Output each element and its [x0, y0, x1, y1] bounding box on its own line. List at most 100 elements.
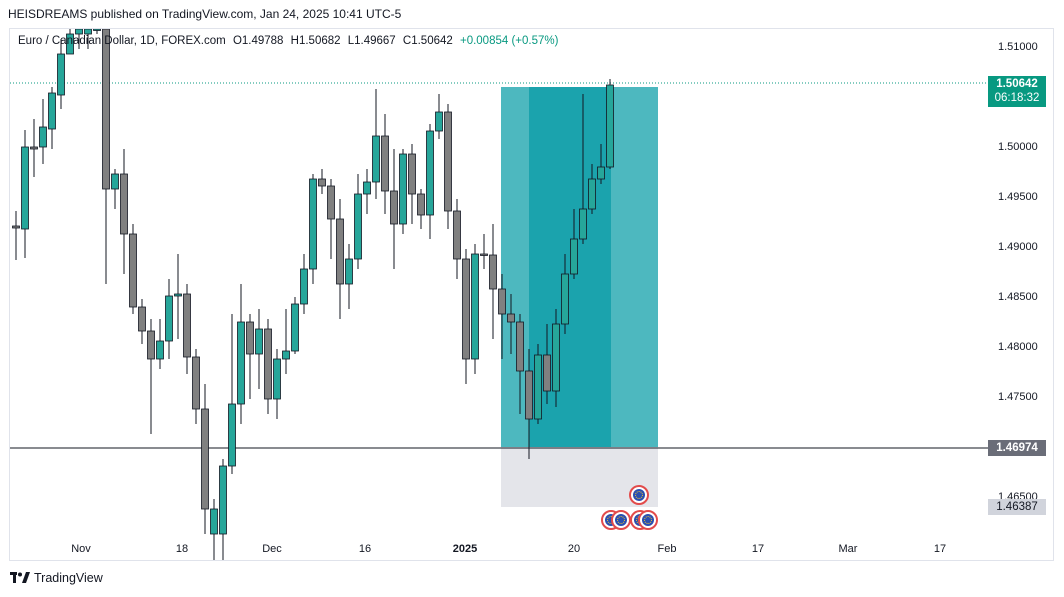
price-axis[interactable]: 1.51000 1.50000 1.49500 1.49000 1.48500 1.480…: [998, 41, 1038, 503]
bullish-candle[interactable]: [219, 459, 227, 560]
publisher-caption: HEISDREAMS published on TradingView.com,…: [8, 7, 402, 21]
economic-event-icon[interactable]: [638, 510, 658, 530]
bullish-candle[interactable]: [309, 174, 317, 284]
bullish-candle[interactable]: [57, 39, 65, 109]
bullish-candle[interactable]: [165, 279, 173, 359]
bullish-candle[interactable]: [372, 89, 380, 199]
price-tick-label: 1.48000: [998, 341, 1038, 353]
bearish-candle[interactable]: [453, 199, 461, 279]
current-price-tag: 1.50642 06:18:32: [988, 76, 1046, 107]
bar-countdown-label: 06:18:32: [994, 92, 1040, 104]
bullish-candle[interactable]: [255, 309, 263, 389]
bearish-candle[interactable]: [147, 319, 155, 434]
bullish-candle[interactable]: [471, 244, 479, 374]
bearish-candle[interactable]: [480, 234, 488, 269]
bearish-candle[interactable]: [516, 314, 524, 414]
bullish-candle[interactable]: [21, 130, 29, 258]
time-tick-label: Nov: [71, 543, 91, 555]
price-tick-label: 1.47500: [998, 391, 1038, 403]
bullish-candle[interactable]: [345, 244, 353, 309]
bearish-candle[interactable]: [336, 199, 344, 319]
bearish-candle[interactable]: [381, 114, 389, 214]
bullish-candle[interactable]: [75, 29, 83, 49]
bullish-candle[interactable]: [354, 174, 362, 269]
bullish-candle[interactable]: [363, 169, 371, 214]
bearish-candle[interactable]: [417, 189, 425, 229]
close-value: C1.50642: [402, 35, 453, 47]
bullish-candle[interactable]: [606, 79, 614, 169]
economic-events[interactable]: [601, 485, 658, 530]
time-tick-label: Feb: [658, 543, 677, 555]
chart-frame: [9, 28, 1054, 561]
bullish-candle[interactable]: [282, 309, 290, 374]
time-tick-label: Mar: [839, 543, 858, 555]
bullish-candle[interactable]: [291, 297, 299, 354]
bullish-candle[interactable]: [597, 144, 605, 184]
bullish-candle[interactable]: [399, 149, 407, 234]
bullish-candle[interactable]: [579, 94, 587, 244]
bearish-candle[interactable]: [183, 284, 191, 374]
bearish-candle[interactable]: [507, 294, 515, 354]
bearish-candle[interactable]: [525, 349, 533, 459]
economic-event-icon[interactable]: [611, 510, 631, 530]
stop-price-tag: 1.46387: [988, 499, 1046, 515]
bullish-candle[interactable]: [570, 209, 578, 279]
bearish-candle[interactable]: [318, 169, 326, 194]
bullish-candle[interactable]: [210, 499, 218, 560]
bearish-candle[interactable]: [264, 319, 272, 414]
bearish-candle[interactable]: [390, 149, 398, 269]
bullish-candle[interactable]: [66, 29, 74, 55]
position-tool[interactable]: [501, 87, 658, 507]
tradingview-footer[interactable]: TradingView: [10, 571, 103, 585]
change-value: +0.00854 (+0.57%): [459, 35, 559, 47]
bullish-candle[interactable]: [39, 99, 47, 164]
current-price-label: 1.50642: [996, 78, 1038, 90]
bullish-candle[interactable]: [588, 164, 596, 214]
bearish-candle[interactable]: [489, 224, 497, 339]
price-tick-label: 1.48500: [998, 291, 1038, 303]
bearish-candle[interactable]: [201, 384, 209, 534]
price-chart[interactable]: 1.51000 1.50000 1.49500 1.49000 1.48500 1.480…: [10, 29, 1054, 560]
bullish-candle[interactable]: [435, 94, 443, 139]
bullish-candle[interactable]: [552, 309, 560, 407]
time-tick-label: 20: [568, 543, 580, 555]
price-tick-label: 1.51000: [998, 41, 1038, 53]
high-value: H1.50682: [290, 35, 341, 47]
bullish-candle[interactable]: [426, 124, 434, 239]
bullish-candle[interactable]: [534, 344, 542, 424]
low-value: L1.49667: [347, 35, 396, 47]
symbol-title[interactable]: Euro / Canadian Dollar, 1D, FOREX.com: [18, 35, 226, 47]
bullish-candle[interactable]: [300, 254, 308, 314]
bearish-candle[interactable]: [30, 119, 38, 177]
bullish-candle[interactable]: [174, 254, 182, 339]
level-price-tag: 1.46974: [988, 440, 1046, 456]
bullish-candle[interactable]: [237, 284, 245, 424]
bearish-candle[interactable]: [498, 274, 506, 359]
bearish-candle[interactable]: [138, 299, 146, 344]
bullish-candle[interactable]: [561, 254, 569, 334]
time-tick-label: Dec: [262, 543, 282, 555]
bullish-candle[interactable]: [228, 314, 236, 474]
bullish-candle[interactable]: [111, 169, 119, 209]
bearish-candle[interactable]: [462, 249, 470, 384]
bearish-candle[interactable]: [102, 29, 110, 284]
bullish-candle[interactable]: [156, 319, 164, 369]
bearish-candle[interactable]: [246, 314, 254, 399]
bearish-candle[interactable]: [327, 179, 335, 259]
bullish-candle[interactable]: [48, 87, 56, 149]
bearish-candle[interactable]: [12, 211, 20, 260]
bullish-candle[interactable]: [273, 349, 281, 419]
bullish-candle[interactable]: [84, 29, 92, 49]
bearish-candle[interactable]: [129, 224, 137, 314]
bearish-candle[interactable]: [543, 324, 551, 404]
bearish-candle[interactable]: [120, 149, 128, 274]
bearish-candle[interactable]: [408, 144, 416, 224]
candlestick-series: [12, 29, 614, 560]
bullish-candle[interactable]: [93, 29, 101, 34]
time-axis[interactable]: Nov 18 Dec 16 2025 20 Feb 17 Mar 17: [71, 543, 946, 555]
economic-event-icon[interactable]: [629, 485, 649, 505]
symbol-legend: Euro / Canadian Dollar, 1D, FOREX.com O1…: [18, 35, 558, 47]
bearish-candle[interactable]: [192, 349, 200, 424]
price-tick-label: 1.49500: [998, 191, 1038, 203]
bearish-candle[interactable]: [444, 104, 452, 229]
